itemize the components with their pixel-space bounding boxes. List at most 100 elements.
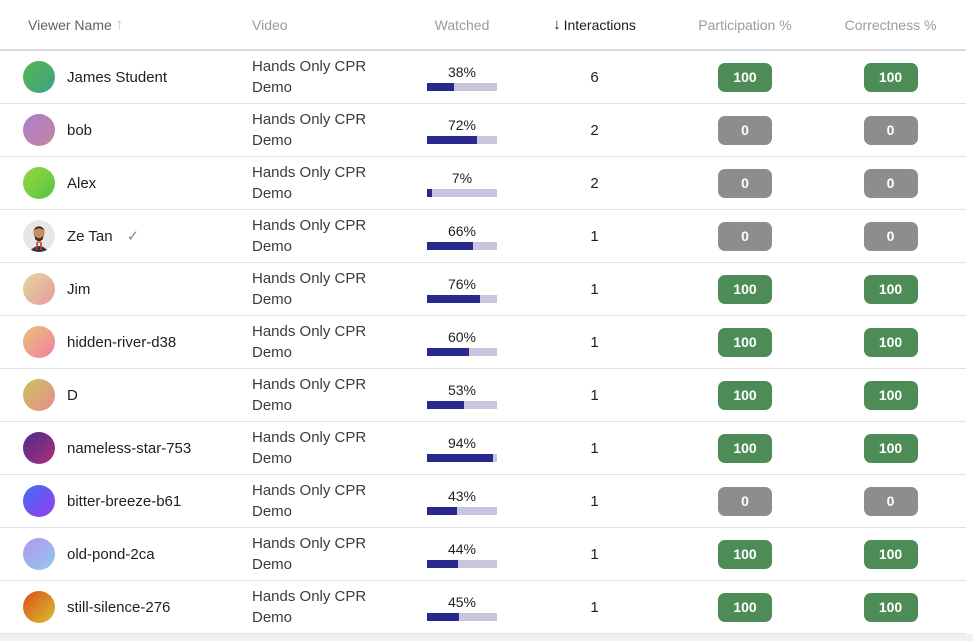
watched-cell: 53% — [410, 382, 514, 409]
watched-progress-fill — [427, 559, 458, 568]
viewer-cell: still-silence-276 — [0, 591, 252, 623]
viewer-avatar — [23, 538, 55, 570]
watched-cell: 38% — [410, 64, 514, 91]
viewer-name: old-pond-2ca — [67, 545, 155, 563]
participation-badge: 0 — [718, 168, 772, 198]
table-body: James Student Hands Only CPR Demo 38% 6 … — [0, 51, 973, 634]
viewer-name: bob — [67, 121, 93, 139]
correctness-badge: 0 — [863, 221, 918, 251]
interactions-count: 1 — [590, 439, 599, 457]
participation-badge: 100 — [718, 433, 772, 463]
table-row[interactable]: James Student Hands Only CPR Demo 38% 6 … — [0, 51, 966, 104]
watched-percent-label: 44% — [447, 540, 477, 557]
watched-progress-bar — [427, 188, 497, 197]
watched-percent-label: 43% — [447, 487, 477, 504]
watched-progress-fill — [427, 241, 474, 250]
watched-progress-fill — [427, 506, 458, 515]
viewer-avatar — [23, 485, 55, 517]
participation-badge: 0 — [718, 221, 772, 251]
video-title: Hands Only CPR Demo — [252, 429, 367, 467]
viewer-avatar — [23, 61, 55, 93]
viewer-avatar — [23, 167, 55, 199]
participation-cell: 0 — [675, 168, 815, 198]
correctness-badge: 100 — [863, 433, 918, 463]
watched-percent-label: 66% — [447, 222, 477, 239]
correctness-cell: 100 — [815, 62, 966, 92]
participation-cell: 100 — [675, 592, 815, 622]
interactions-count: 1 — [590, 386, 599, 404]
watched-progress-fill — [427, 188, 432, 197]
watched-cell: 76% — [410, 276, 514, 303]
participation-badge: 100 — [718, 274, 772, 304]
table-row[interactable]: D Hands Only CPR Demo 53% 1 100 100 — [0, 369, 966, 422]
column-header-correctness[interactable]: Correctness % — [815, 17, 966, 33]
correctness-cell: 100 — [815, 433, 966, 463]
video-title: Hands Only CPR Demo — [252, 111, 367, 149]
viewer-name: D — [67, 386, 78, 404]
viewer-avatar — [23, 591, 55, 623]
watched-progress-bar — [427, 241, 497, 250]
watched-progress-bar — [427, 400, 497, 409]
interactions-count: 1 — [590, 598, 599, 616]
column-header-interactions[interactable]: ↓ Interactions — [514, 16, 675, 33]
viewer-name: James Student — [67, 68, 168, 86]
watched-cell: 7% — [410, 170, 514, 197]
table-row[interactable]: Alex Hands Only CPR Demo 7% 2 0 0 — [0, 157, 966, 210]
watched-cell: 45% — [410, 594, 514, 621]
watched-progress-fill — [427, 82, 454, 91]
viewer-cell: D — [0, 379, 252, 411]
participation-cell: 0 — [675, 115, 815, 145]
viewer-name: Jim — [67, 280, 91, 298]
watched-cell: 44% — [410, 541, 514, 568]
watched-cell: 72% — [410, 117, 514, 144]
watched-progress-bar — [427, 135, 497, 144]
video-title: Hands Only CPR Demo — [252, 164, 367, 202]
column-header-participation[interactable]: Participation % — [675, 17, 815, 33]
correctness-badge: 100 — [863, 592, 918, 622]
column-label-participation: Participation % — [698, 16, 792, 33]
table-row[interactable]: Jim Hands Only CPR Demo 76% 1 100 100 — [0, 263, 966, 316]
viewer-name: hidden-river-d38 — [67, 333, 177, 351]
viewer-name: nameless-star-753 — [67, 439, 192, 457]
video-title: Hands Only CPR Demo — [252, 535, 367, 573]
watched-percent-label: 94% — [447, 434, 477, 451]
table-row[interactable]: old-pond-2ca Hands Only CPR Demo 44% 1 1… — [0, 528, 966, 581]
correctness-cell: 100 — [815, 274, 966, 304]
participation-badge: 100 — [718, 592, 772, 622]
correctness-badge: 100 — [863, 327, 918, 357]
verified-check-icon: ✓ — [126, 228, 140, 245]
table-row[interactable]: bitter-breeze-b61 Hands Only CPR Demo 43… — [0, 475, 966, 528]
video-title: Hands Only CPR Demo — [252, 323, 367, 361]
column-label-video: Video — [252, 16, 288, 33]
watched-progress-bar — [427, 347, 497, 356]
column-header-video[interactable]: Video — [252, 17, 410, 33]
watched-progress-bar — [427, 82, 497, 91]
participation-cell: 100 — [675, 380, 815, 410]
correctness-cell: 0 — [815, 486, 966, 516]
table-row[interactable]: Ze Tan ✓ Hands Only CPR Demo 66% 1 0 0 — [0, 210, 966, 263]
correctness-cell: 0 — [815, 168, 966, 198]
column-header-viewer-name[interactable]: Viewer Name ↑ — [0, 16, 252, 33]
watched-cell: 60% — [410, 329, 514, 356]
watched-percent-label: 38% — [447, 63, 477, 80]
interactions-count: 1 — [590, 492, 599, 510]
column-label-interactions: Interactions — [563, 16, 636, 33]
column-label-viewer-name: Viewer Name — [28, 16, 112, 33]
correctness-cell: 100 — [815, 539, 966, 569]
watched-progress-bar — [427, 294, 497, 303]
participation-cell: 100 — [675, 433, 815, 463]
participation-cell: 100 — [675, 327, 815, 357]
watched-progress-fill — [427, 400, 465, 409]
viewer-cell: bitter-breeze-b61 — [0, 485, 252, 517]
video-title: Hands Only CPR Demo — [252, 217, 367, 255]
participation-badge: 100 — [718, 539, 772, 569]
table-row[interactable]: hidden-river-d38 Hands Only CPR Demo 60%… — [0, 316, 966, 369]
viewer-avatar — [23, 220, 55, 252]
table-row[interactable]: bob Hands Only CPR Demo 72% 2 0 0 — [0, 104, 966, 157]
interactions-count: 1 — [590, 545, 599, 563]
table-row[interactable]: nameless-star-753 Hands Only CPR Demo 94… — [0, 422, 966, 475]
sort-ascending-icon: ↑ — [115, 16, 124, 33]
column-header-watched[interactable]: Watched — [410, 17, 514, 33]
table-row[interactable]: still-silence-276 Hands Only CPR Demo 45… — [0, 581, 966, 634]
